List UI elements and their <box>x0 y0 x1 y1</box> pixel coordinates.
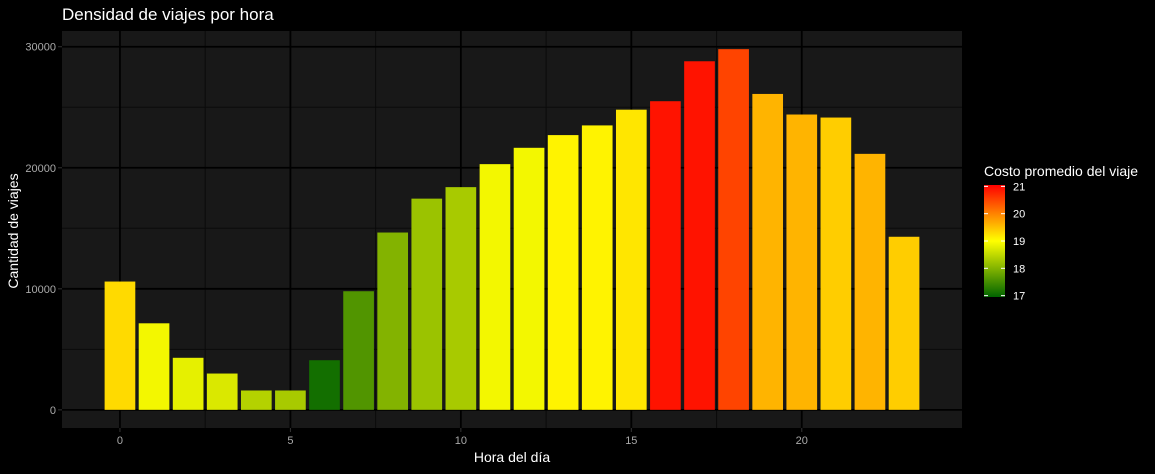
bar-hour-13 <box>548 135 579 410</box>
x-tick-label: 15 <box>625 435 637 447</box>
bar-hour-20 <box>786 115 817 410</box>
bar-hour-15 <box>616 110 647 410</box>
x-tick-label: 10 <box>455 435 467 447</box>
y-tick-label: 30000 <box>25 42 56 54</box>
y-axis-title: Cantidad de viajes <box>5 173 21 288</box>
x-axis-title: Hora del día <box>474 449 550 465</box>
legend-title: Costo promedio del viaje <box>984 163 1138 179</box>
bar-hour-21 <box>821 118 852 410</box>
legend-tick-label: 17 <box>1013 291 1025 303</box>
bar-hour-4 <box>241 390 272 409</box>
bar-hour-22 <box>855 154 886 410</box>
y-axis: 0 10000 20000 30000 <box>25 42 62 417</box>
x-tick-label: 0 <box>117 435 123 447</box>
bar-hour-12 <box>514 148 545 410</box>
bar-hour-10 <box>446 187 477 410</box>
bar-hour-16 <box>650 101 681 410</box>
x-tick-label: 20 <box>796 435 808 447</box>
bar-hour-17 <box>684 61 715 410</box>
legend-tick-label: 20 <box>1013 209 1025 221</box>
bar-hour-19 <box>752 94 783 410</box>
x-tick-label: 5 <box>287 435 293 447</box>
legend-tick-label: 18 <box>1013 263 1025 275</box>
chart-title: Densidad de viajes por hora <box>62 5 274 24</box>
bar-hour-18 <box>718 49 749 410</box>
x-axis: 0 5 10 15 20 <box>117 428 808 447</box>
bar-hour-2 <box>173 358 204 410</box>
bar-hour-9 <box>411 199 442 410</box>
bar-hour-5 <box>275 390 306 409</box>
legend-tick-label: 21 <box>1013 181 1025 193</box>
bar-hour-11 <box>480 164 511 410</box>
legend-tick-label: 19 <box>1013 236 1025 248</box>
bar-hour-6 <box>309 360 340 410</box>
bar-hour-7 <box>343 291 374 410</box>
bar-hour-1 <box>139 323 170 410</box>
y-tick-label: 20000 <box>25 163 56 175</box>
bar-hour-23 <box>889 237 920 410</box>
bar-hour-3 <box>207 374 238 410</box>
bar-hour-8 <box>377 233 408 410</box>
y-tick-label: 10000 <box>25 284 56 296</box>
bar-hour-0 <box>105 282 136 410</box>
bar-hour-14 <box>582 125 613 409</box>
y-tick-label: 0 <box>50 405 56 417</box>
legend: Costo promedio del viaje 17 18 19 20 21 <box>984 163 1138 303</box>
